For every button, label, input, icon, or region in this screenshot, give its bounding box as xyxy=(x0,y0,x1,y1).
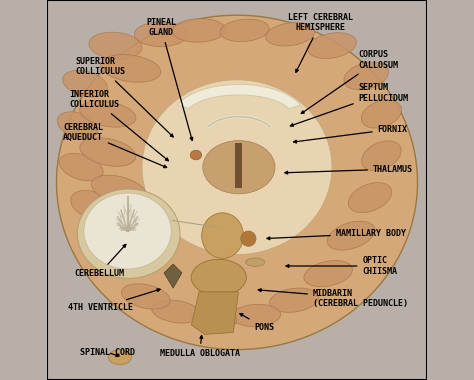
Text: FORNIX: FORNIX xyxy=(293,125,408,143)
Ellipse shape xyxy=(89,32,142,59)
Ellipse shape xyxy=(71,190,115,220)
Text: CEREBELLUM: CEREBELLUM xyxy=(74,244,126,278)
Ellipse shape xyxy=(80,138,136,166)
Polygon shape xyxy=(164,264,182,288)
Ellipse shape xyxy=(327,221,375,250)
Polygon shape xyxy=(191,292,238,334)
Polygon shape xyxy=(177,84,301,109)
Ellipse shape xyxy=(190,150,201,160)
Ellipse shape xyxy=(173,19,226,42)
Ellipse shape xyxy=(142,80,332,255)
Ellipse shape xyxy=(266,22,315,46)
Text: CORPUS
CALLOSUM: CORPUS CALLOSUM xyxy=(301,50,399,114)
Ellipse shape xyxy=(121,284,170,309)
Text: SUPERIOR
COLLICULUS: SUPERIOR COLLICULUS xyxy=(75,57,173,137)
Ellipse shape xyxy=(344,62,389,90)
Ellipse shape xyxy=(56,15,418,350)
Circle shape xyxy=(241,231,256,246)
Text: PONS: PONS xyxy=(240,314,274,332)
Ellipse shape xyxy=(201,213,244,258)
Text: 4TH VENTRICLE: 4TH VENTRICLE xyxy=(68,289,160,312)
Text: MIDBARIN
(CEREBRAL PEDUNCLE): MIDBARIN (CEREBRAL PEDUNCLE) xyxy=(258,288,408,308)
Ellipse shape xyxy=(100,55,161,82)
Text: OPTIC
CHIISMA: OPTIC CHIISMA xyxy=(286,256,397,276)
Ellipse shape xyxy=(77,189,180,278)
Ellipse shape xyxy=(80,101,136,127)
Text: PINEAL
GLAND: PINEAL GLAND xyxy=(146,17,193,140)
Text: MAMILLARY BODY: MAMILLARY BODY xyxy=(267,229,406,240)
Ellipse shape xyxy=(91,175,147,205)
Text: INFERIOR
COLLICULUS: INFERIOR COLLICULUS xyxy=(69,90,168,161)
Ellipse shape xyxy=(362,141,401,171)
Text: CEREBRAL
AQUEDUCT: CEREBRAL AQUEDUCT xyxy=(63,122,167,168)
Text: LEFT CEREBRAL
HEMISPHERE: LEFT CEREBRAL HEMISPHERE xyxy=(288,13,353,72)
Text: SPINAL CORD: SPINAL CORD xyxy=(81,348,136,357)
Ellipse shape xyxy=(308,33,356,59)
Bar xyxy=(236,142,242,188)
Text: SEPTUM
PELLUCIDUM: SEPTUM PELLUCIDUM xyxy=(291,83,409,126)
Ellipse shape xyxy=(246,258,265,266)
Ellipse shape xyxy=(135,22,188,47)
Ellipse shape xyxy=(231,304,281,326)
Ellipse shape xyxy=(152,300,201,323)
Ellipse shape xyxy=(270,288,319,312)
Ellipse shape xyxy=(361,100,401,128)
Ellipse shape xyxy=(348,183,392,212)
Ellipse shape xyxy=(203,141,275,194)
Text: THALAMUS: THALAMUS xyxy=(285,165,413,174)
Text: MEDULLA OBLOGATA: MEDULLA OBLOGATA xyxy=(160,336,240,358)
Ellipse shape xyxy=(59,154,103,181)
Ellipse shape xyxy=(191,309,237,330)
Ellipse shape xyxy=(220,19,269,41)
Ellipse shape xyxy=(57,112,98,139)
Ellipse shape xyxy=(84,193,171,269)
Ellipse shape xyxy=(304,260,353,287)
Ellipse shape xyxy=(109,350,131,365)
Ellipse shape xyxy=(191,259,246,296)
Ellipse shape xyxy=(63,70,107,97)
